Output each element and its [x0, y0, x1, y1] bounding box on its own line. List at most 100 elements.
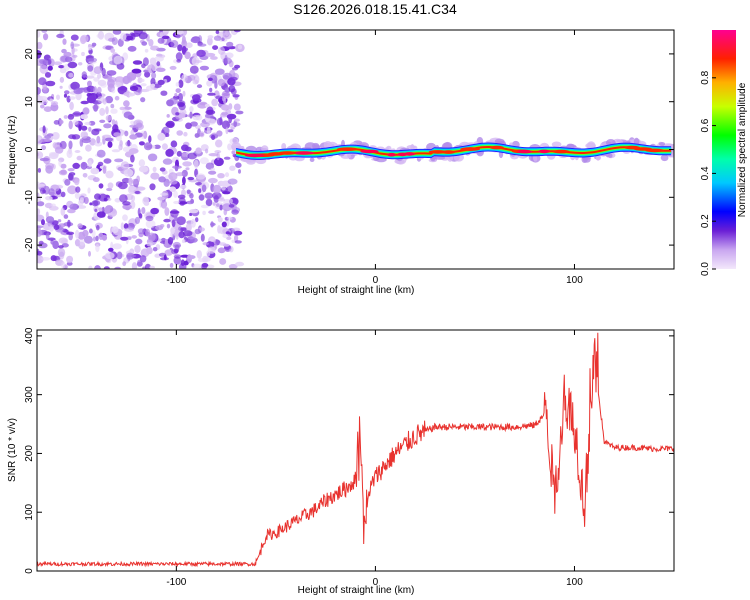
snr-x-tick-label: 100 [566, 577, 583, 588]
ridge-hotspot [460, 147, 480, 151]
noise-speckle [163, 178, 170, 187]
noise-speckle [147, 153, 158, 162]
noise-speckle [44, 135, 52, 139]
noise-speckle [176, 150, 182, 157]
noise-speckle [120, 236, 129, 241]
noise-speckle [48, 205, 59, 211]
noise-speckle [141, 41, 148, 46]
noise-speckle [152, 166, 157, 172]
noise-speckle [156, 67, 166, 73]
noise-speckle [120, 32, 127, 41]
noise-speckle [123, 168, 134, 177]
noise-speckle [59, 76, 65, 83]
noise-speckle [233, 118, 240, 122]
noise-speckle [175, 232, 179, 240]
noise-speckle [94, 208, 98, 212]
noise-speckle [147, 64, 156, 74]
noise-speckle [231, 150, 236, 155]
noise-speckle [223, 156, 231, 160]
noise-speckle [54, 184, 64, 189]
noise-speckle [234, 240, 242, 244]
noise-speckle [74, 178, 80, 186]
noise-speckle [231, 122, 241, 127]
noise-speckle [198, 188, 202, 194]
noise-speckle [37, 208, 41, 216]
noise-speckle [148, 135, 152, 143]
noise-speckle [97, 161, 104, 167]
noise-speckle [76, 155, 83, 161]
noise-speckle [209, 237, 216, 242]
noise-speckle [75, 186, 81, 193]
noise-speckle [189, 65, 199, 74]
noise-speckle [72, 54, 78, 58]
noise-speckle [122, 201, 131, 206]
noise-speckle [196, 173, 206, 180]
noise-speckle [97, 79, 107, 86]
noise-speckle [215, 95, 223, 100]
noise-speckle [226, 113, 237, 120]
noise-speckle [96, 224, 100, 231]
noise-speckle [197, 102, 208, 109]
noise-speckle [41, 257, 51, 261]
noise-speckle [144, 71, 151, 78]
ridge-halo [660, 154, 669, 162]
ridge-halo [309, 157, 315, 162]
noise-speckle [228, 76, 238, 81]
noise-speckle [157, 132, 166, 141]
noise-speckle [222, 191, 231, 195]
noise-speckle [167, 237, 174, 245]
spectrogram-x-axis-label: Height of straight line (km) [298, 285, 415, 296]
noise-speckle [106, 187, 113, 192]
noise-speckle [173, 254, 182, 259]
noise-speckle [106, 70, 117, 76]
noise-speckle [127, 45, 137, 52]
noise-speckle [93, 66, 103, 74]
noise-speckle [170, 227, 175, 235]
noise-speckle [209, 87, 213, 93]
noise-speckle [116, 251, 123, 260]
noise-speckle [157, 79, 165, 86]
colorbar: 0.0 0.2 0.4 0.6 0.8 Normalized spectral ampl… [700, 30, 748, 276]
noise-speckle [164, 249, 173, 256]
noise-speckle [231, 209, 239, 215]
noise-speckle [219, 204, 223, 211]
noise-speckle [97, 96, 105, 104]
noise-speckle [201, 264, 208, 269]
noise-speckle [60, 163, 67, 169]
noise-speckle [112, 243, 122, 250]
snr-y-tick-label: 300 [24, 386, 35, 403]
noise-speckle [160, 200, 168, 209]
noise-speckle [152, 247, 158, 252]
noise-speckle [160, 192, 168, 196]
noise-speckle [217, 78, 225, 87]
noise-speckle [105, 137, 114, 142]
noise-speckle [177, 194, 186, 199]
ridge-hotspot [645, 148, 664, 153]
noise-speckle [81, 51, 85, 57]
noise-speckle [88, 44, 92, 48]
noise-speckle [208, 153, 219, 157]
noise-speckle [204, 103, 210, 108]
noise-speckle [96, 149, 106, 158]
noise-speckle [68, 72, 74, 78]
noise-speckle [45, 232, 50, 240]
noise-speckle [107, 78, 115, 88]
noise-speckle [103, 123, 112, 129]
noise-speckle [150, 45, 160, 51]
noise-speckle [91, 200, 99, 207]
noise-speckle [138, 165, 149, 173]
noise-speckle [94, 265, 101, 269]
noise-speckle [68, 120, 73, 130]
noise-speckle [41, 219, 45, 226]
noise-speckle [67, 173, 74, 181]
noise-speckle [74, 239, 81, 247]
noise-speckle [185, 167, 190, 171]
noise-speckle [232, 94, 240, 98]
noise-speckle [225, 127, 229, 135]
noise-speckle [131, 262, 138, 269]
noise-speckle [208, 177, 218, 184]
noise-speckle [131, 235, 137, 239]
noise-speckle [91, 128, 100, 136]
noise-speckle [53, 120, 60, 125]
noise-speckle [110, 48, 116, 53]
